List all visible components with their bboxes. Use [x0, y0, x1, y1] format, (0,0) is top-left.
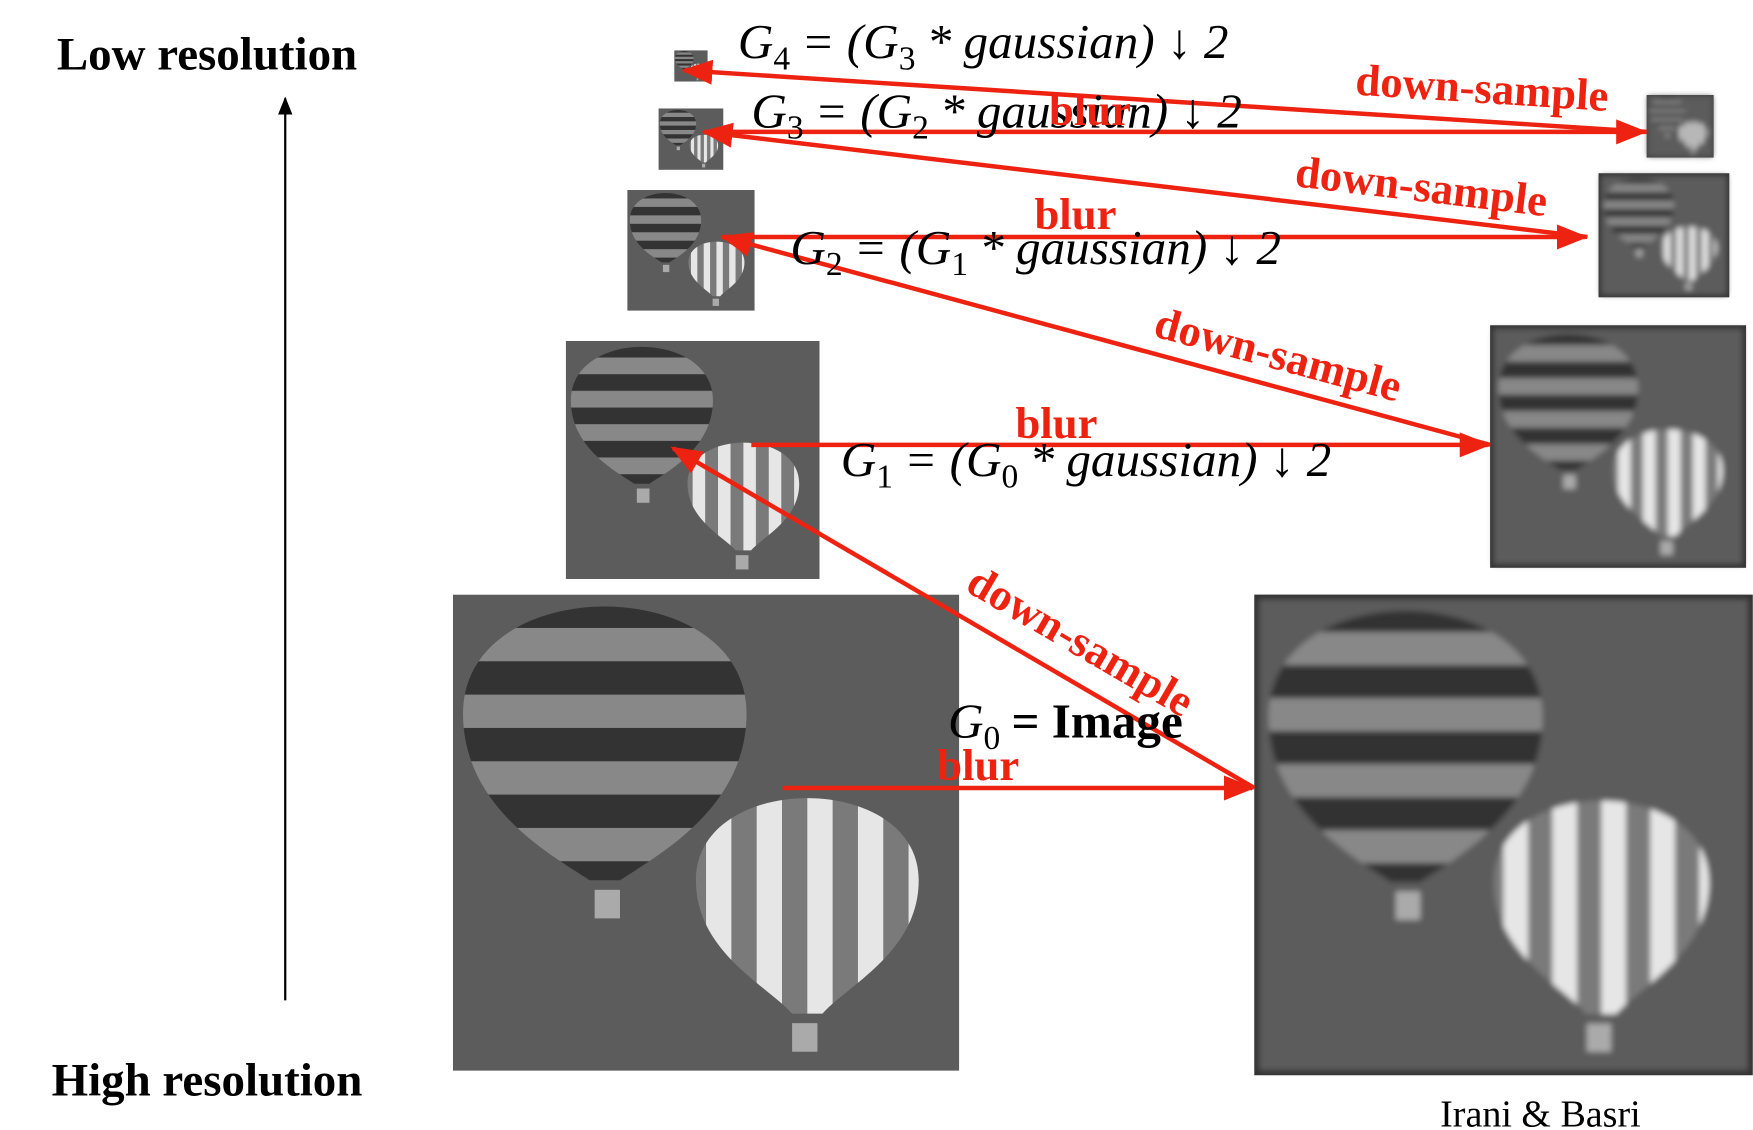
blur-label: blur: [1034, 189, 1116, 239]
blur-label: blur: [1049, 85, 1131, 135]
equation-part: = (G: [815, 83, 912, 138]
equation-subscript: 3: [899, 40, 916, 77]
equation-part: = (G: [854, 220, 951, 275]
equation-subscript: 1: [951, 246, 968, 283]
equation-part: G: [790, 220, 825, 275]
equation-subscript: 2: [826, 246, 843, 283]
low-label: Low resolution: [57, 28, 357, 80]
equation-subscript: 3: [787, 110, 804, 147]
equation-part: = (G: [904, 432, 1001, 487]
equation-part: * gaussian) ↓ 2: [979, 220, 1281, 275]
credit: Irani & Basri: [1440, 1094, 1641, 1130]
downsample-label: down-sample: [1150, 297, 1408, 411]
equation: G3= (G2* gaussian) ↓ 2: [751, 83, 1242, 146]
equation-part: G: [738, 14, 774, 69]
equation-subscript: 4: [773, 40, 790, 77]
equation: G4 = (G3 * gaussian) ↓ 2: [738, 14, 1229, 77]
equation-part: G: [751, 83, 786, 138]
downsample-label: down-sample: [1354, 55, 1610, 121]
blur-label: blur: [1015, 398, 1097, 448]
equation-part: = (G: [801, 14, 898, 69]
high-label: High resolution: [52, 1054, 363, 1106]
right-images: [1254, 95, 1752, 1075]
equation-subscript: 0: [1002, 458, 1019, 495]
equation-part: G: [841, 432, 876, 487]
blur-label: blur: [937, 740, 1019, 790]
left-images: [453, 50, 959, 1070]
equation-subscript: 1: [876, 458, 893, 495]
pyramid-diagram: Low resolution High resolution Irani & B…: [0, 0, 1753, 1130]
downsample-label: down-sample: [1293, 146, 1550, 226]
equation-part: * gaussian) ↓ 2: [927, 14, 1229, 69]
equation-subscript: 2: [912, 110, 929, 147]
